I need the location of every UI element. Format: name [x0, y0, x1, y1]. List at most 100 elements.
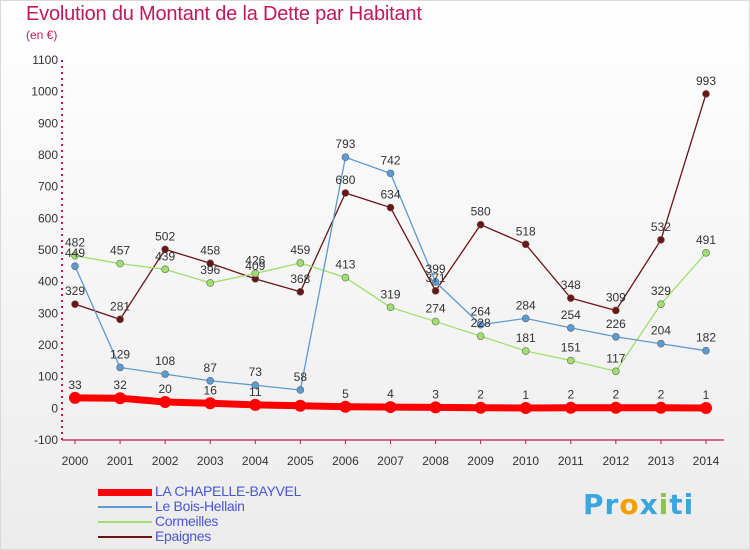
data-label: 309 [606, 290, 626, 304]
data-point [204, 397, 217, 410]
data-point [702, 90, 710, 98]
data-point [114, 392, 127, 405]
legend-label: Epaignes [155, 528, 211, 544]
data-point [251, 381, 260, 390]
data-point [251, 269, 260, 278]
data-label: 491 [696, 233, 716, 247]
data-label: 254 [561, 308, 581, 322]
x-tick-label: 2006 [332, 454, 359, 468]
data-point [700, 402, 712, 415]
data-label: 108 [155, 354, 175, 368]
data-point [612, 306, 620, 315]
legend-swatch [98, 521, 152, 523]
data-label: 518 [516, 224, 536, 238]
data-label: 2 [477, 388, 484, 402]
data-point [161, 245, 169, 254]
data-label: 151 [561, 341, 581, 355]
data-label: 409 [245, 259, 265, 273]
data-label: 399 [426, 262, 446, 276]
data-point [564, 401, 577, 414]
data-label: 396 [200, 263, 220, 277]
chart-unit: (en €) [26, 28, 58, 42]
legend-label: Le Bois-Hellain [155, 498, 245, 514]
data-point [71, 262, 79, 270]
logo-letter: i [658, 488, 670, 521]
x-tick-label: 2011 [558, 454, 584, 468]
data-label: 228 [471, 316, 491, 330]
y-tick-label: 100 [38, 370, 58, 384]
data-point [657, 339, 665, 348]
data-label: 33 [68, 378, 82, 392]
data-label: 368 [290, 272, 310, 286]
legend-swatch [98, 536, 152, 538]
x-tick-label: 2001 [107, 454, 134, 468]
data-label: 87 [204, 361, 218, 375]
data-point [341, 153, 350, 162]
data-label: 284 [516, 298, 536, 312]
data-point [609, 401, 622, 414]
data-point [386, 303, 395, 312]
data-point [566, 324, 575, 332]
data-point [429, 401, 442, 414]
x-tick-label: 2008 [422, 454, 449, 468]
data-point [521, 347, 530, 355]
data-label: 742 [380, 153, 400, 167]
data-label: 319 [380, 287, 400, 301]
data-point [116, 259, 124, 268]
data-label: 32 [113, 378, 127, 392]
data-label: 348 [561, 278, 581, 292]
data-point [386, 169, 395, 178]
data-label: 580 [471, 205, 491, 219]
y-tick-label: 1000 [31, 85, 58, 99]
logo-letter: x [639, 488, 659, 521]
data-point [654, 401, 667, 414]
x-tick-label: 2004 [242, 454, 269, 468]
data-point [657, 300, 665, 308]
data-label: 426 [245, 253, 265, 267]
logo-letter: Pr [583, 488, 620, 521]
legend-swatch [98, 506, 152, 508]
data-point [116, 363, 124, 372]
data-point [702, 249, 710, 257]
data-label: 129 [110, 347, 130, 361]
x-tick-label: 2010 [512, 454, 539, 468]
axes: -100 0 100 200 300 400 500 600 700 800 900 1000 1100… [31, 53, 724, 468]
x-tick-label: 2007 [377, 454, 404, 468]
data-label: 457 [110, 244, 130, 258]
data-label: 4 [387, 387, 394, 401]
data-point [476, 220, 485, 229]
data-label: 2 [613, 388, 620, 402]
legend-label: Cormeilles [155, 513, 219, 529]
series-layer [69, 90, 712, 415]
data-label: 413 [335, 258, 355, 272]
data-point [431, 278, 440, 286]
data-label: 439 [155, 249, 175, 263]
data-point [249, 398, 262, 411]
logo-letter: ti [669, 488, 695, 521]
data-label: 459 [290, 243, 310, 257]
data-point [116, 315, 124, 324]
data-point [206, 376, 215, 385]
data-label: 5 [342, 387, 349, 401]
data-label: 181 [516, 331, 536, 345]
x-tick-label: 2000 [62, 454, 89, 468]
y-tick-label: 300 [38, 306, 58, 320]
data-label: 449 [65, 246, 85, 260]
data-label: 11 [249, 385, 262, 399]
y-tick-label: 400 [38, 275, 58, 289]
y-tick-label: 1100 [32, 53, 58, 67]
data-point [566, 294, 575, 302]
y-tick-label: 0 [51, 401, 58, 415]
data-label: 329 [65, 284, 85, 298]
data-label: 634 [380, 188, 400, 202]
data-label: 73 [249, 365, 263, 379]
y-tick-label: 700 [38, 180, 58, 194]
data-point [296, 259, 305, 267]
data-label: 16 [204, 383, 218, 397]
data-point [519, 402, 532, 415]
data-point [612, 367, 620, 376]
data-point [657, 236, 665, 244]
data-point [71, 251, 79, 260]
